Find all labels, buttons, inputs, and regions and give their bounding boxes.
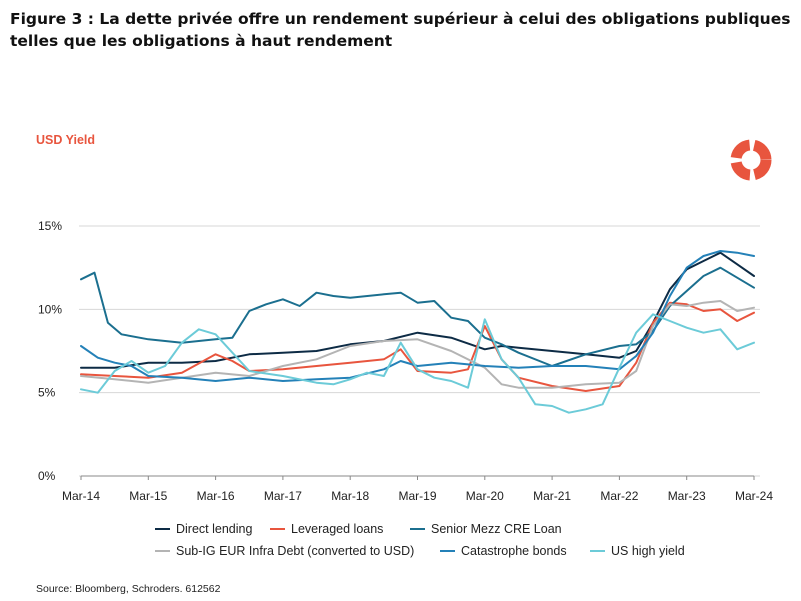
legend-swatch: [270, 527, 285, 531]
legend-swatch: [590, 549, 605, 553]
legend-item-senior-mezz-cre-loan: Senior Mezz CRE Loan: [410, 522, 562, 536]
x-tick-label: Mar-16: [197, 489, 235, 503]
series-line-catastrophe-bonds: [80, 250, 755, 382]
figure-title: Figure 3 : La dette privée offre un rend…: [10, 10, 791, 50]
legend-label: Leveraged loans: [291, 522, 384, 536]
x-tick-label: Mar-18: [331, 489, 369, 503]
series-line-leveraged-loans: [80, 301, 755, 392]
schroders-logo-icon: [730, 139, 772, 181]
x-tick-label: Mar-17: [264, 489, 302, 503]
x-tick-label: Mar-14: [62, 489, 100, 503]
legend-label: Catastrophe bonds: [461, 544, 567, 558]
x-tick-label: Mar-23: [668, 489, 706, 503]
y-axis-title: USD Yield: [36, 133, 96, 147]
legend-swatch: [155, 549, 170, 553]
legend-label: US high yield: [611, 544, 685, 558]
y-tick-label: 15%: [38, 219, 62, 233]
y-tick-label: 0%: [38, 469, 56, 483]
series-line-direct-lending: [80, 251, 755, 369]
x-tick-label: Mar-21: [533, 489, 571, 503]
x-tick-label: Mar-19: [398, 489, 436, 503]
y-tick-label: 5%: [38, 386, 56, 400]
legend-item-sub-ig-eur-infra-debt: Sub-IG EUR Infra Debt (converted to USD): [155, 544, 414, 558]
y-tick-label: 10%: [38, 302, 62, 316]
legend-item-direct-lending: Direct lending: [155, 522, 252, 536]
series-line-sub-ig-eur-infra-debt-converted-to-usd: [80, 300, 755, 389]
x-tick-label: Mar-15: [129, 489, 167, 503]
legend-swatch: [440, 549, 455, 553]
x-tick-label: Mar-22: [600, 489, 638, 503]
legend-label: Senior Mezz CRE Loan: [431, 522, 562, 536]
legend-swatch: [410, 527, 425, 531]
source-note: Source: Bloomberg, Schroders. 612562: [36, 583, 221, 595]
legend-swatch: [155, 527, 170, 531]
legend-label: Sub-IG EUR Infra Debt (converted to USD): [176, 544, 415, 558]
legend-item-us-high-yield: US high yield: [590, 544, 685, 558]
series-line-us-high-yield: [80, 313, 755, 414]
legend-item-leveraged-loans: Leveraged loans: [270, 522, 383, 536]
x-tick-label: Mar-20: [466, 489, 504, 503]
legend-label: Direct lending: [176, 522, 253, 536]
legend-item-catastrophe-bonds: Catastrophe bonds: [440, 544, 567, 558]
series-line-senior-mezz-cre-loan: [80, 266, 755, 367]
x-tick-label: Mar-24: [735, 489, 773, 503]
